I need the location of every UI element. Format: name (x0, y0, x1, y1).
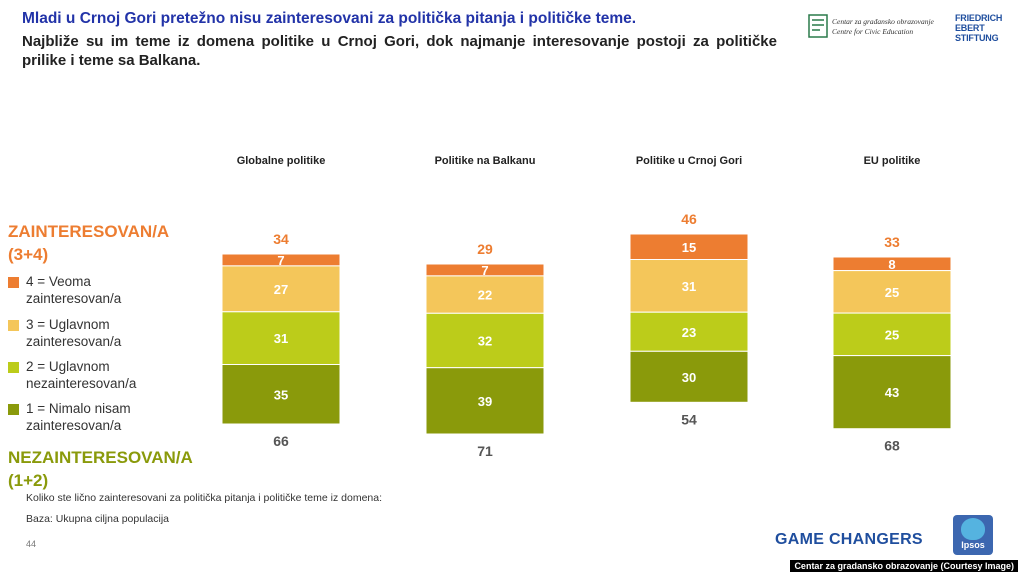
segment-value-label: 25 (885, 327, 899, 342)
bar-segment (629, 311, 749, 352)
fes-logo-line2: EBERT (955, 23, 985, 33)
bar-segment (629, 259, 749, 313)
segment-value-label: 7 (277, 253, 284, 268)
ipsos-logo-text: Ipsos (961, 540, 985, 550)
legend-item: 4 = Veoma zainteresovan/a (8, 273, 121, 307)
segment-value-label: 43 (885, 385, 899, 400)
fes-logo: FRIEDRICH EBERT STIFTUNG (955, 13, 1002, 43)
page-number: 44 (26, 539, 37, 549)
bar-segment (221, 265, 341, 313)
legend-swatch (8, 362, 19, 373)
interested-total-label: 33 (884, 234, 900, 250)
legend-swatch (8, 404, 19, 415)
legend-interested-title: ZAINTERESOVAN/A (8, 222, 170, 241)
segment-value-label: 31 (274, 331, 288, 346)
category-label: Globalne politike (237, 155, 326, 167)
bar-segment (425, 367, 545, 435)
legend-item: 1 = Nimalo nisam zainteresovan/a (8, 400, 131, 434)
bar-segment (221, 364, 341, 425)
legend-item-label1: 3 = Uglavnom (26, 317, 110, 332)
legend-item: 2 = Uglavnom nezainteresovan/a (8, 358, 136, 392)
bar-segment (425, 312, 545, 369)
survey-question: Koliko ste lično zainteresovani za polit… (26, 492, 383, 504)
segment-value-label: 39 (478, 394, 492, 409)
uninterested-total-label: 68 (884, 438, 900, 454)
segment-value-label: 15 (682, 240, 696, 255)
category-label: EU politike (864, 155, 921, 167)
segment-value-label: 7 (481, 263, 488, 278)
legend-swatch (8, 320, 19, 331)
bar-segment (425, 275, 545, 314)
legend-uninterested-sub: (1+2) (8, 471, 49, 490)
legend-swatch (8, 277, 19, 288)
legend-item-label1: 2 = Uglavnom (26, 359, 110, 374)
interested-total-label: 34 (273, 231, 289, 247)
legend-uninterested-title: NEZAINTERESOVAN/A (8, 448, 193, 467)
legend-item-label2: zainteresovan/a (26, 418, 122, 433)
ipsos-logo: Ipsos (953, 515, 993, 555)
legend-interested-sub: (3+4) (8, 245, 49, 264)
legend-item-label2: nezainteresovan/a (26, 376, 137, 391)
legend-item-label2: zainteresovan/a (26, 334, 122, 349)
image-credit: Centar za gradansko obrazovanje (Courtes… (790, 560, 1018, 572)
bar-segment (832, 355, 952, 430)
segment-value-label: 30 (682, 370, 696, 385)
bar-segment (221, 311, 341, 365)
uninterested-total-label: 66 (273, 433, 289, 449)
survey-base: Baza: Ukupna ciljna populacija (26, 513, 170, 525)
game-changers-logo: GAME CHANGERS (775, 531, 923, 548)
bar-segment (832, 270, 952, 314)
legend-interested-heading: ZAINTERESOVAN/A (3+4) (8, 220, 169, 266)
interested-total-label: 46 (681, 211, 697, 227)
page-title: Mladi u Crnoj Gori pretežno nisu zainter… (22, 10, 637, 27)
category-label: Politike na Balkanu (435, 155, 536, 167)
uninterested-total-label: 54 (681, 411, 697, 427)
fes-logo-line3: STIFTUNG (955, 33, 999, 43)
fes-logo-line1: FRIEDRICH (955, 13, 1003, 23)
category-label: Politike u Crnoj Gori (636, 155, 742, 167)
bar-segment (832, 312, 952, 357)
ipsos-logo-shape (961, 518, 985, 540)
cge-logo-line2: Centre for Civic Education (832, 27, 914, 36)
cge-logo-line1: Centar za građansko obrazovanje (832, 17, 934, 26)
uninterested-total-label: 71 (477, 443, 493, 459)
legend-item: 3 = Uglavnom zainteresovan/a (8, 316, 121, 350)
segment-value-label: 22 (478, 288, 492, 303)
segment-value-label: 32 (478, 334, 492, 349)
page-subtitle: Najbliže su im teme iz domena politike u… (22, 33, 777, 69)
cge-logo: Centar za građansko obrazovanje Centre f… (808, 14, 938, 42)
segment-value-label: 35 (274, 387, 288, 402)
cge-emblem-icon (808, 14, 828, 38)
segment-value-label: 31 (682, 279, 696, 294)
segment-value-label: 23 (682, 325, 696, 340)
bar-segment (629, 350, 749, 403)
segment-value-label: 25 (885, 285, 899, 300)
interested-total-label: 29 (477, 241, 493, 257)
legend-uninterested-heading: NEZAINTERESOVAN/A (1+2) (8, 446, 193, 492)
segment-value-label: 8 (888, 257, 895, 272)
legend-item-label1: 1 = Nimalo nisam (26, 401, 131, 416)
legend-item-label1: 4 = Veoma (26, 274, 91, 289)
segment-value-label: 27 (274, 282, 288, 297)
legend-item-label2: zainteresovan/a (26, 291, 122, 306)
bar-segment (629, 233, 749, 260)
